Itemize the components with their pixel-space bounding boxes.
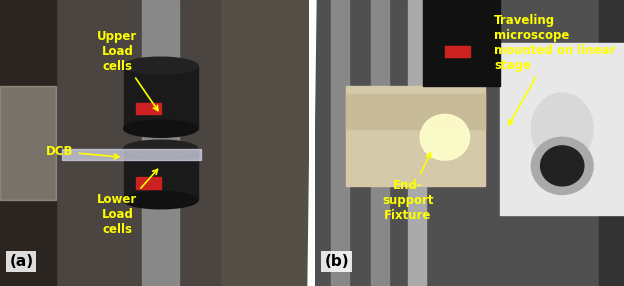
- Circle shape: [540, 146, 584, 186]
- Bar: [599, 0, 624, 286]
- Bar: [346, 94, 485, 129]
- Bar: [346, 86, 485, 186]
- Bar: [222, 0, 309, 286]
- Ellipse shape: [124, 192, 198, 209]
- Ellipse shape: [124, 57, 198, 74]
- Bar: [423, 0, 500, 86]
- Ellipse shape: [124, 120, 198, 137]
- Bar: [142, 0, 179, 286]
- Bar: [124, 149, 198, 200]
- Text: (a): (a): [9, 254, 34, 269]
- Circle shape: [420, 114, 469, 160]
- Bar: [0, 86, 56, 200]
- Text: DCB: DCB: [46, 145, 119, 159]
- Bar: [0, 0, 56, 286]
- Text: (b): (b): [324, 254, 349, 269]
- Text: Traveling
microscope
mounted on linear
stage: Traveling microscope mounted on linear s…: [494, 14, 616, 125]
- Bar: [445, 46, 469, 57]
- Bar: [136, 177, 160, 189]
- Circle shape: [532, 137, 593, 194]
- Bar: [136, 103, 160, 114]
- Bar: [124, 66, 198, 129]
- Text: Upper
Load
cells: Upper Load cells: [97, 30, 158, 111]
- Ellipse shape: [124, 140, 198, 157]
- Text: End-
support
Fixture: End- support Fixture: [382, 153, 434, 222]
- Ellipse shape: [532, 93, 593, 164]
- Bar: [62, 149, 201, 160]
- Bar: [408, 0, 426, 286]
- Bar: [500, 43, 624, 214]
- Text: Lower
Load
cells: Lower Load cells: [97, 169, 157, 236]
- Bar: [331, 0, 349, 286]
- Bar: [371, 0, 389, 286]
